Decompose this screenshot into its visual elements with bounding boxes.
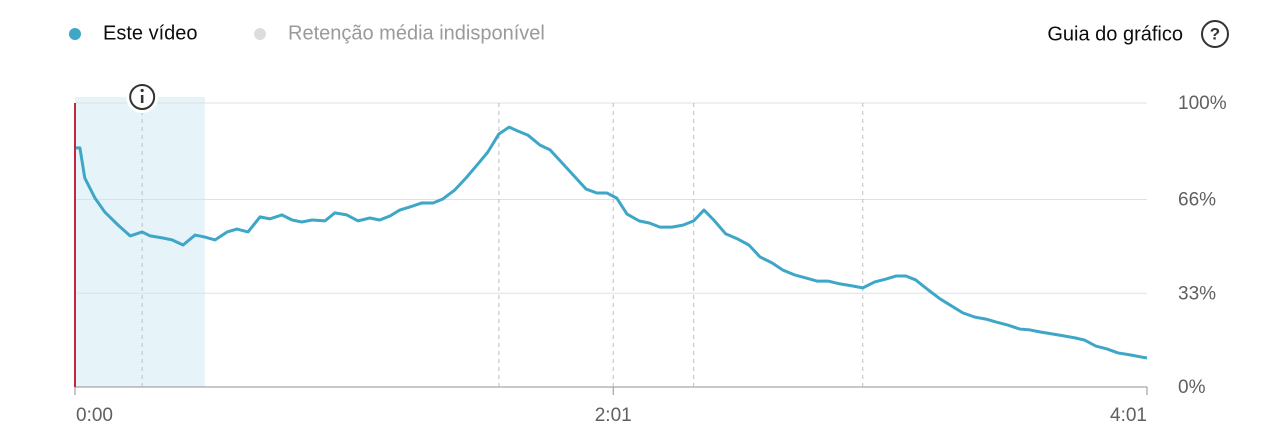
info-icon-dot (140, 88, 144, 93)
help-icon-label[interactable]: ? (1210, 24, 1220, 43)
highlight-range (75, 97, 205, 387)
legend-label: Retenção média indisponível (288, 22, 545, 44)
x-tick-label: 0:00 (76, 405, 113, 426)
retention-line (75, 125, 1148, 360)
x-tick-label: 2:01 (595, 405, 632, 426)
guide-label[interactable]: Guia do gráfico (1047, 23, 1183, 45)
info-icon-ring (129, 84, 156, 110)
y-tick-label: 33% (1178, 283, 1216, 304)
y-tick-label: 66% (1178, 190, 1216, 211)
help-icon[interactable] (1201, 20, 1229, 48)
y-tick-label: 100% (1178, 93, 1227, 114)
legend-dot (254, 28, 266, 40)
y-tick-label: 0% (1178, 377, 1206, 398)
legend-label: Este vídeo (103, 22, 198, 44)
legend-dot (69, 28, 81, 40)
x-tick-label: 4:01 (1110, 405, 1147, 426)
